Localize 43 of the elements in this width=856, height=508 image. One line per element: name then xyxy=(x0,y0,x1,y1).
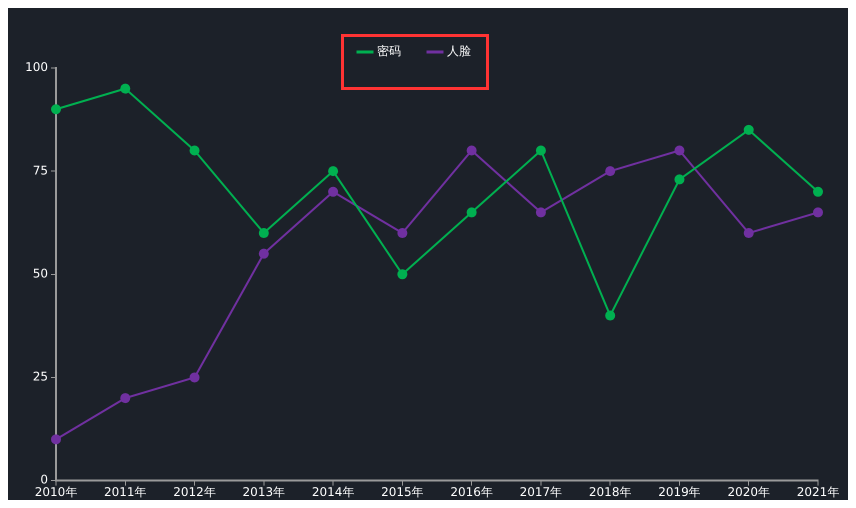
x-tick-label: 2014年 xyxy=(312,484,354,499)
point xyxy=(466,207,477,218)
point xyxy=(120,84,130,94)
x-tick-label: 2016年 xyxy=(450,484,493,499)
y-tick-label: 0 xyxy=(40,472,48,487)
point xyxy=(536,146,546,156)
point xyxy=(744,124,754,135)
point xyxy=(744,228,754,238)
point xyxy=(258,228,269,238)
point xyxy=(536,207,546,218)
legend-label: 密码 xyxy=(377,44,401,58)
y-tick-label: 75 xyxy=(32,163,48,178)
point xyxy=(328,186,338,197)
point xyxy=(51,104,61,114)
point xyxy=(120,393,130,404)
x-tick-label: 2017年 xyxy=(520,484,562,499)
point xyxy=(466,146,477,156)
point xyxy=(397,228,408,238)
x-tick-label: 2010年 xyxy=(34,484,78,499)
x-tick-label: 2013年 xyxy=(242,484,286,499)
point xyxy=(813,186,823,197)
x-tick-label: 2012年 xyxy=(173,484,216,499)
point xyxy=(190,372,200,382)
point xyxy=(605,310,616,321)
legend-label: 人脸 xyxy=(447,44,471,58)
point xyxy=(51,434,61,444)
y-tick-label: 25 xyxy=(32,370,48,384)
x-tick-label: 2015年 xyxy=(381,484,424,499)
point xyxy=(674,174,684,184)
x-tick-label: 2021年 xyxy=(796,484,840,499)
x-tick-label: 2018年 xyxy=(588,484,632,499)
x-tick-label: 2011年 xyxy=(104,484,147,499)
point xyxy=(397,269,408,280)
point xyxy=(674,146,684,156)
x-tick-label: 2020年 xyxy=(727,484,770,499)
point xyxy=(190,146,200,156)
y-tick-label: 100 xyxy=(25,60,48,74)
point xyxy=(258,248,269,259)
y-tick-label: 50 xyxy=(32,266,48,280)
point xyxy=(813,207,823,218)
point xyxy=(328,166,338,176)
x-tick-label: 2019年 xyxy=(658,484,701,499)
point xyxy=(605,166,616,176)
